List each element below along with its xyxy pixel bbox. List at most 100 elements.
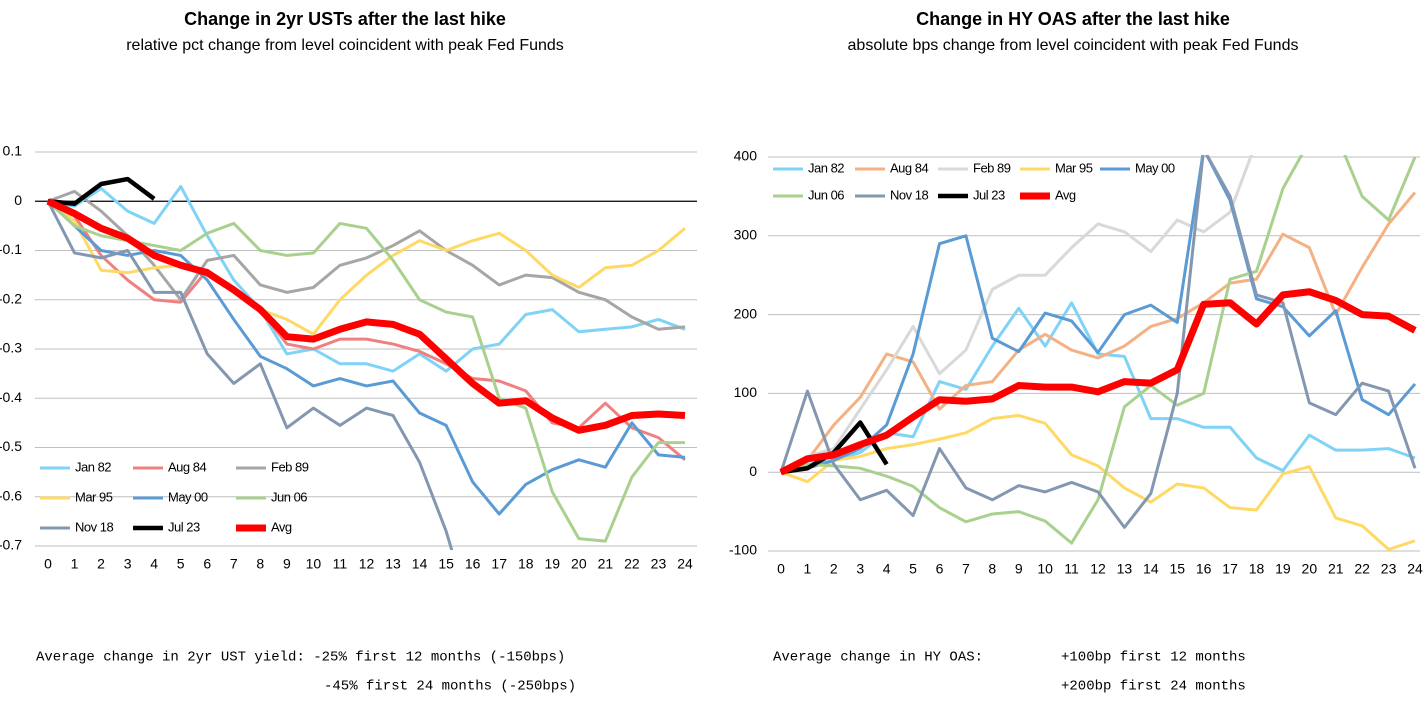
x-tick-label: 3	[124, 556, 132, 572]
x-tick-label: 2	[830, 561, 838, 577]
x-tick-label: 8	[988, 561, 996, 577]
series-line	[779, 155, 1417, 529]
x-tick-label: 1	[71, 556, 79, 572]
x-tick-label: 8	[256, 556, 264, 572]
y-tick-label: -0.7	[0, 537, 22, 553]
series-line	[780, 413, 1416, 551]
legend-label: Jan 82	[75, 459, 111, 474]
legend-label: Mar 95	[1055, 160, 1093, 175]
x-tick-label: 7	[962, 561, 970, 577]
legend-label: Aug 84	[890, 160, 928, 175]
legend-label: Feb 89	[973, 160, 1011, 175]
series-line	[780, 155, 1417, 474]
legend-label: Avg	[1055, 187, 1076, 202]
legend-label: Mar 95	[75, 489, 113, 504]
series-line	[780, 155, 1253, 474]
series-line	[779, 288, 1417, 476]
x-tick-label: 5	[177, 556, 185, 572]
y-tick-label: -100	[729, 542, 757, 558]
legend-label: Nov 18	[890, 187, 928, 202]
x-tick-label: 13	[1117, 561, 1133, 577]
legend-label: Jul 23	[973, 187, 1005, 202]
series-line	[46, 198, 686, 434]
legend-label: Nov 18	[75, 519, 113, 534]
x-tick-label: 14	[412, 556, 428, 572]
x-tick-label: 16	[465, 556, 481, 572]
x-tick-label: 17	[1222, 561, 1238, 577]
legend-label: Avg	[271, 519, 292, 534]
y-tick-label: -0.3	[0, 340, 22, 356]
x-tick-label: 22	[624, 556, 640, 572]
x-tick-label: 12	[1090, 561, 1106, 577]
legend-label: May 00	[168, 489, 208, 504]
x-tick-label: 4	[150, 556, 158, 572]
x-tick-label: 21	[1328, 561, 1344, 577]
x-tick-label: 10	[1037, 561, 1053, 577]
legend-label: Jun 06	[808, 187, 844, 202]
x-tick-label: 4	[883, 561, 891, 577]
x-tick-label: 9	[283, 556, 291, 572]
x-tick-label: 23	[1381, 561, 1397, 577]
x-tick-label: 1	[804, 561, 812, 577]
annotation: Average change in HY OAS:	[773, 650, 983, 666]
chart-title: Change in 2yr USTs after the last hike	[184, 9, 506, 29]
x-tick-label: 9	[1015, 561, 1023, 577]
series-line	[780, 191, 1417, 474]
legend-label: May 00	[1135, 160, 1175, 175]
annotation: -45% first 24 months (-250bps)	[324, 679, 576, 695]
x-tick-label: 0	[777, 561, 785, 577]
series-line	[47, 200, 686, 336]
legend-label: Aug 84	[168, 459, 206, 474]
y-tick-label: 0.1	[3, 143, 23, 159]
annotation: Average change in 2yr UST yield: -25% fi…	[36, 650, 565, 666]
chart-title: Change in HY OAS after the last hike	[916, 9, 1230, 29]
y-tick-label: 300	[734, 227, 758, 243]
x-tick-label: 21	[598, 556, 614, 572]
x-tick-label: 20	[571, 556, 587, 572]
y-tick-label: -0.1	[0, 241, 22, 257]
series-line	[47, 176, 156, 206]
x-tick-label: 19	[545, 556, 561, 572]
series-line	[780, 155, 1417, 545]
plot-area	[779, 155, 1417, 551]
x-tick-label: 18	[518, 556, 534, 572]
y-tick-label: 400	[734, 148, 758, 164]
chart-subtitle: relative pct change from level coinciden…	[126, 37, 564, 54]
y-tick-label: -0.2	[0, 290, 22, 306]
x-tick-label: 0	[44, 556, 52, 572]
x-tick-label: 11	[1064, 561, 1079, 577]
annotation: +100bp first 12 months	[1061, 650, 1246, 666]
legend-label: Feb 89	[271, 459, 309, 474]
annotation: +200bp first 24 months	[1061, 679, 1246, 695]
x-tick-label: 20	[1302, 561, 1318, 577]
series-line	[47, 189, 686, 331]
series-line	[46, 200, 686, 516]
chart-subtitle: absolute bps change from level coinciden…	[848, 37, 1299, 54]
series-line	[46, 200, 685, 543]
x-tick-label: 12	[359, 556, 375, 572]
legend-label: Jun 06	[271, 489, 307, 504]
y-tick-label: 100	[734, 384, 758, 400]
y-tick-label: -0.5	[0, 438, 22, 454]
y-tick-label: -0.4	[0, 389, 22, 405]
x-tick-label: 16	[1196, 561, 1212, 577]
x-tick-label: 11	[333, 556, 348, 572]
x-tick-label: 22	[1354, 561, 1370, 577]
plot-area	[46, 176, 686, 550]
x-tick-label: 19	[1275, 561, 1291, 577]
x-tick-label: 17	[491, 556, 507, 572]
x-tick-label: 2	[97, 556, 105, 572]
x-tick-label: 13	[385, 556, 401, 572]
x-tick-label: 5	[909, 561, 917, 577]
x-tick-label: 3	[856, 561, 864, 577]
x-tick-label: 15	[1169, 561, 1185, 577]
legend-label: Jul 23	[168, 519, 200, 534]
x-tick-label: 24	[1407, 561, 1423, 577]
series-line	[47, 184, 686, 373]
x-tick-label: 24	[677, 556, 693, 572]
y-tick-label: -0.6	[0, 487, 22, 503]
series-line	[46, 200, 454, 550]
x-tick-label: 10	[306, 556, 322, 572]
x-tick-label: 14	[1143, 561, 1159, 577]
